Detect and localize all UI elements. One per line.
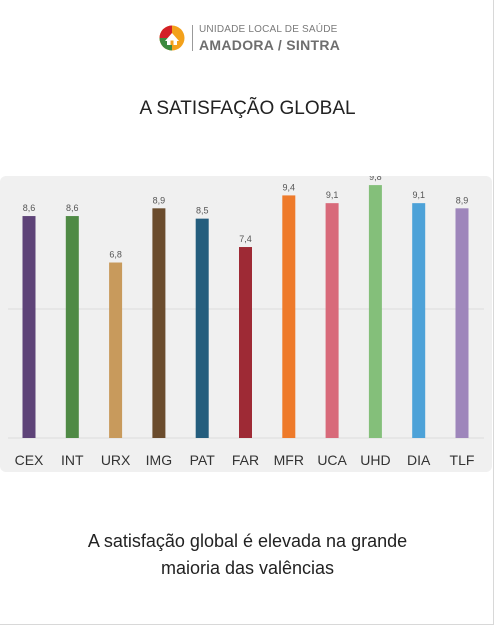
bar-mfr — [282, 195, 296, 438]
data-label-pat: 8,5 — [196, 206, 209, 216]
logo-line2: AMADORA / SINTRA — [199, 36, 341, 53]
data-label-dia: 9,1 — [412, 190, 425, 200]
logo: UNIDADE LOCAL DE SAÚDE AMADORA / SINTRA — [158, 22, 340, 54]
data-label-urx: 6,8 — [109, 250, 122, 260]
x-tick-label-dia: DIA — [407, 452, 431, 468]
x-tick-label-pat: PAT — [190, 452, 216, 468]
bar-urx — [109, 262, 123, 438]
logo-icon — [159, 25, 185, 51]
x-tick-label-img: IMG — [146, 452, 172, 468]
caption-line2: maioria das valências — [160, 558, 335, 578]
bar-img — [152, 208, 166, 438]
bar-cex — [22, 216, 36, 438]
bar-int — [65, 216, 79, 438]
data-label-far: 7,4 — [239, 234, 252, 244]
logo-divider — [192, 25, 193, 51]
page-title: A SATISFAÇÃO GLOBAL — [139, 98, 356, 119]
x-tick-label-uca: UCA — [317, 452, 347, 468]
logo-line1: UNIDADE LOCAL DE SAÚDE — [199, 23, 338, 35]
bar-uca — [325, 203, 339, 438]
x-tick-label-tlf: TLF — [450, 452, 475, 468]
chart-panel: 8,6 CEX 8,6 INT 6,8 URX 8,9 IMG 8,5 PAT 7,4 FAR 9,4 M… — [0, 176, 492, 472]
data-label-int: 8,6 — [66, 203, 79, 213]
x-tick-label-urx: URX — [101, 452, 131, 468]
x-tick-label-mfr: MFR — [274, 452, 304, 468]
bar-dia — [412, 203, 426, 438]
bar-pat — [195, 218, 209, 438]
caption: A satisfação global é elevada na grande … — [0, 528, 495, 582]
data-label-cex: 8,6 — [23, 203, 36, 213]
bar-uhd — [368, 185, 382, 438]
x-tick-label-cex: CEX — [15, 452, 44, 468]
x-tick-label-int: INT — [61, 452, 84, 468]
bar-far — [239, 247, 252, 438]
x-tick-label-uhd: UHD — [360, 452, 390, 468]
logo-text: UNIDADE LOCAL DE SAÚDE AMADORA / SINTRA — [199, 23, 341, 53]
bar-chart: 8,6 CEX 8,6 INT 6,8 URX 8,9 IMG 8,5 PAT 7,4 FAR 9,4 M… — [8, 176, 484, 468]
x-tick-label-far: FAR — [232, 452, 259, 468]
data-label-mfr: 9,4 — [283, 182, 296, 192]
caption-line1: A satisfação global é elevada na grande — [87, 531, 408, 551]
data-label-tlf: 8,9 — [456, 195, 469, 205]
bar-tlf — [455, 208, 469, 438]
data-label-img: 8,9 — [153, 195, 166, 205]
data-label-uca: 9,1 — [326, 190, 339, 200]
data-label-uhd: 9,8 — [369, 176, 382, 182]
